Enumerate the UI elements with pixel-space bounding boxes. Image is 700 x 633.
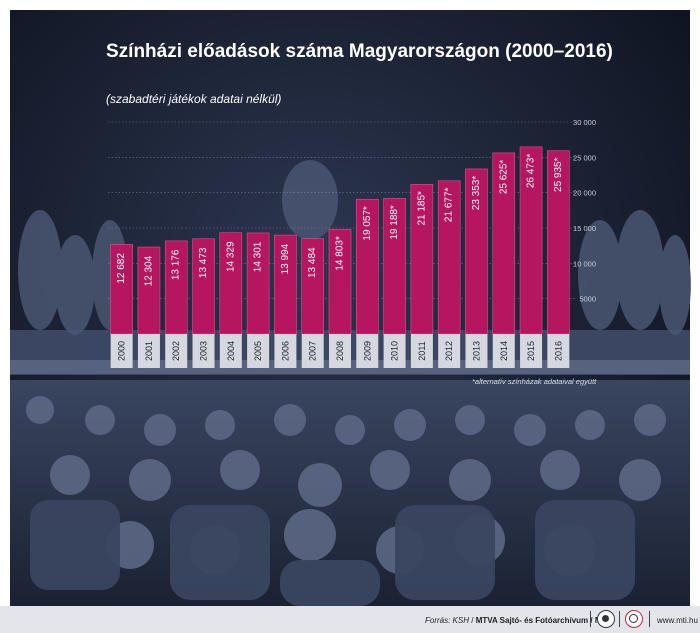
x-tick-label: 2015 bbox=[526, 341, 536, 361]
website-link[interactable]: www.mti.hu bbox=[657, 616, 698, 625]
data-label: 19 188* bbox=[389, 205, 400, 240]
x-tick-box bbox=[165, 334, 188, 368]
x-tick-box bbox=[110, 334, 133, 368]
mtva-logo-icon bbox=[597, 610, 615, 628]
x-tick-label: 2008 bbox=[335, 341, 345, 361]
x-tick-label: 2006 bbox=[280, 341, 290, 361]
y-tick-label: 25 000 bbox=[573, 153, 596, 162]
y-tick-label: 15 000 bbox=[573, 224, 596, 233]
x-tick-label: 2001 bbox=[144, 341, 154, 361]
x-tick-label: 2005 bbox=[253, 341, 263, 361]
x-tick-label: 2009 bbox=[362, 341, 372, 361]
x-tick-box bbox=[410, 334, 433, 368]
data-label: 21 185* bbox=[416, 191, 427, 226]
data-label: 19 057* bbox=[362, 206, 373, 241]
x-tick-label: 2000 bbox=[117, 341, 127, 361]
x-tick-box bbox=[219, 334, 242, 368]
footer-divider bbox=[619, 611, 620, 627]
x-tick-box bbox=[547, 334, 570, 368]
chart-footnote: *alternatív színházak adataival együtt bbox=[472, 377, 597, 386]
x-tick-label: 2013 bbox=[471, 341, 481, 361]
x-tick-label: 2011 bbox=[417, 341, 427, 360]
mti-logo-icon bbox=[625, 610, 643, 628]
source-credit: Forrás: KSH / MTVA Sajtó- és Fotóarchívu… bbox=[425, 616, 609, 625]
data-label: 25 935* bbox=[553, 157, 564, 192]
x-tick-box bbox=[520, 334, 543, 368]
x-tick-box bbox=[274, 334, 297, 368]
data-label: 26 473* bbox=[526, 154, 537, 189]
x-tick-label: 2003 bbox=[199, 341, 209, 361]
footer-divider bbox=[590, 611, 591, 627]
x-tick-box bbox=[383, 334, 406, 368]
y-tick-label: 30 000 bbox=[573, 118, 596, 127]
data-label: 25 625* bbox=[498, 160, 509, 195]
data-label: 13 176 bbox=[171, 249, 182, 280]
x-tick-label: 2002 bbox=[171, 341, 181, 361]
data-label: 13 473 bbox=[198, 247, 209, 278]
x-tick-label: 2004 bbox=[226, 341, 236, 361]
source-label: Forrás: KSH bbox=[425, 616, 470, 625]
x-tick-box bbox=[492, 334, 515, 368]
y-tick-label: 5000 bbox=[579, 295, 596, 304]
data-label: 12 682 bbox=[116, 253, 127, 284]
data-label: 14 301 bbox=[253, 241, 264, 272]
chart-title: Színházi előadások száma Magyarországon … bbox=[106, 41, 613, 62]
y-tick-label: 10 000 bbox=[573, 259, 596, 268]
data-label: 13 484 bbox=[307, 247, 318, 278]
x-tick-label: 2007 bbox=[308, 341, 318, 361]
source-org: MTVA Sajtó- és Fotóarchívum / MTI bbox=[475, 616, 609, 625]
x-tick-box bbox=[137, 334, 160, 368]
x-tick-label: 2016 bbox=[553, 341, 563, 361]
x-tick-box bbox=[438, 334, 461, 368]
chart-subtitle: (szabadtéri játékok adatai nélkül) bbox=[106, 92, 282, 106]
data-label: 14 329 bbox=[225, 241, 236, 272]
data-label: 23 353* bbox=[471, 176, 482, 211]
x-tick-box bbox=[465, 334, 488, 368]
data-label: 13 994 bbox=[280, 243, 291, 274]
x-tick-box bbox=[329, 334, 351, 368]
footer-divider bbox=[649, 611, 650, 627]
data-label: 12 304 bbox=[143, 255, 154, 286]
x-tick-box bbox=[192, 334, 215, 368]
x-tick-box bbox=[356, 334, 379, 368]
data-label: 14 803* bbox=[335, 236, 346, 271]
x-tick-box bbox=[247, 334, 270, 368]
footer-bar bbox=[0, 606, 700, 633]
data-label: 21 677* bbox=[444, 187, 455, 222]
x-tick-label: 2012 bbox=[444, 341, 454, 361]
x-tick-box bbox=[301, 334, 324, 368]
x-tick-label: 2010 bbox=[390, 341, 400, 361]
y-tick-label: 20 000 bbox=[573, 189, 596, 198]
x-tick-label: 2014 bbox=[499, 341, 509, 361]
